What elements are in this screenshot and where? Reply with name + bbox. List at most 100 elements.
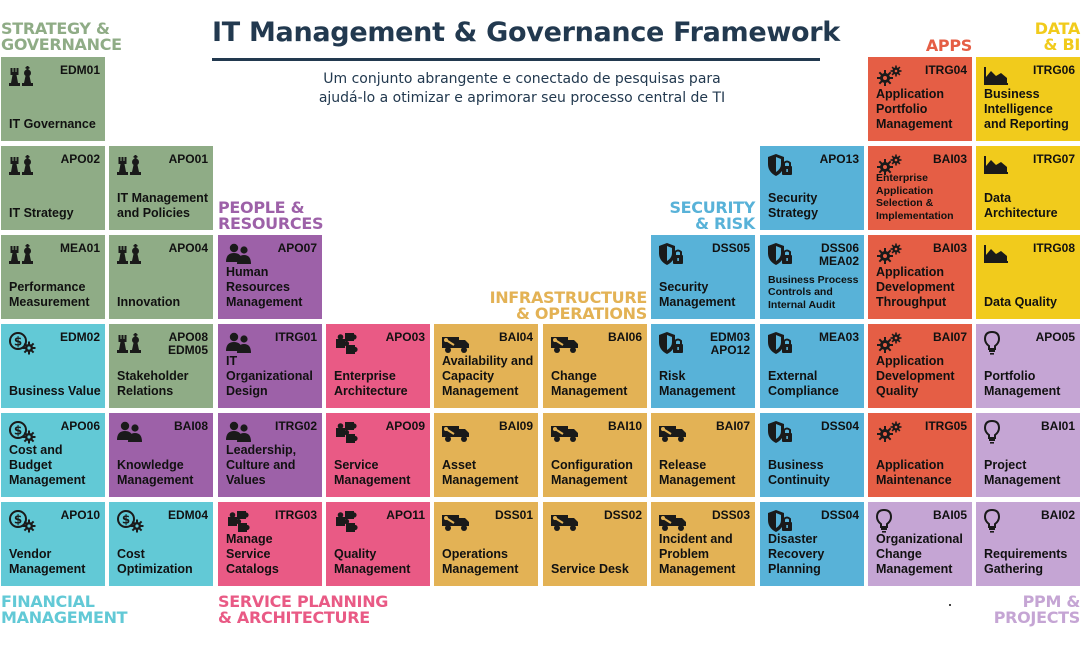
tile-apo03[interactable]: APO03 Enterprise Architecture: [326, 324, 430, 408]
chess-pieces-icon: [116, 331, 142, 355]
tile-mea03[interactable]: MEA03 External Compliance: [760, 324, 864, 408]
tile-code: DSS06 MEA02: [818, 241, 859, 268]
tile-name: Quality Management: [334, 547, 411, 576]
tile-bai07[interactable]: BAI07 Release Management: [651, 413, 755, 497]
tile-code: APO11: [386, 508, 425, 522]
tile-dss06[interactable]: DSS06 MEA02 Business Process Controls and …: [760, 235, 864, 319]
tile-apo02[interactable]: APO02 IT Strategy: [1, 146, 105, 230]
tile-bai03b[interactable]: BAI03 Application Development Throughput: [868, 235, 972, 319]
tile-itrg02[interactable]: ITRG02 Leadership, Culture and Values: [218, 413, 322, 497]
page-title: IT Management & Governance Framework: [212, 17, 840, 61]
tile-name: Human Resources Management: [226, 265, 303, 309]
area-chart-icon: [983, 153, 1009, 177]
tile-apo13[interactable]: APO13 Security Strategy: [760, 146, 864, 230]
shield-lock-icon: [767, 420, 793, 444]
tile-code: APO13: [819, 152, 859, 166]
tile-apo09[interactable]: APO09 Service Management: [326, 413, 430, 497]
tile-apo08[interactable]: APO08 EDM05 Stakeholder Relations: [109, 324, 213, 408]
tile-mea01[interactable]: MEA01 Performance Measurement: [1, 235, 105, 319]
truck-wrench-icon: [441, 509, 469, 533]
tile-name: Availability and Capacity Management: [442, 354, 534, 398]
tile-name: Service Management: [334, 458, 411, 487]
tile-name: Configuration Management: [551, 458, 633, 487]
tile-name: Innovation: [117, 295, 181, 309]
puzzle-icon: [333, 509, 359, 533]
tile-apo07[interactable]: APO07 Human Resources Management: [218, 235, 322, 319]
tile-code: ITRG01: [274, 330, 317, 344]
chess-pieces-icon: [116, 242, 142, 266]
tile-dss01[interactable]: DSS01 Operations Management: [434, 502, 538, 586]
tile-dss04b[interactable]: DSS04 Disaster Recovery Planning: [760, 502, 864, 586]
tile-name: Vendor Management: [9, 547, 86, 576]
tile-itrg06[interactable]: ITRG06 Business Intelligence and Reportin…: [976, 57, 1080, 141]
tile-edm01[interactable]: EDM01 IT Governance: [1, 57, 105, 141]
tile-bai06[interactable]: BAI06 Change Management: [543, 324, 647, 408]
tile-bai03a[interactable]: BAI03 Enterprise Application Selection & …: [868, 146, 972, 230]
tile-name: IT Organizational Design: [226, 354, 313, 398]
tile-itrg01[interactable]: ITRG01 IT Organizational Design: [218, 324, 322, 408]
tile-apo10[interactable]: $ APO10 Vendor Management: [1, 502, 105, 586]
tile-code: DSS02: [603, 508, 642, 522]
tile-dss03[interactable]: DSS03 Incident and Problem Management: [651, 502, 755, 586]
area-chart-icon: [983, 64, 1009, 88]
tile-itrg04[interactable]: ITRG04 Application Portfolio Management: [868, 57, 972, 141]
tile-edm03[interactable]: EDM03 APO12 Risk Management: [651, 324, 755, 408]
tile-code: EDM02: [59, 330, 100, 344]
tile-bai08[interactable]: BAI08 Knowledge Management: [109, 413, 213, 497]
tile-bai09[interactable]: BAI09 Asset Management: [434, 413, 538, 497]
tile-code: DSS01: [494, 508, 533, 522]
tile-name: Manage Service Catalogs: [226, 532, 279, 576]
tile-name: Data Quality: [984, 295, 1057, 309]
tile-name: Enterprise Application Selection & Imple…: [876, 172, 954, 222]
category-strategy-governance: STRATEGY & GOVERNANCE: [1, 19, 122, 54]
tile-dss02[interactable]: DSS02 Service Desk: [543, 502, 647, 586]
tile-apo05[interactable]: APO05 Portfolio Management: [976, 324, 1080, 408]
dollar-gear-icon: $: [8, 420, 36, 444]
tile-dss05[interactable]: DSS05 Security Management: [651, 235, 755, 319]
shield-lock-icon: [767, 331, 793, 355]
tile-code: BAI06: [607, 330, 642, 344]
tile-code: BAI03: [932, 241, 967, 255]
tile-bai05[interactable]: BAI05 Organizational Change Management: [868, 502, 972, 586]
tile-edm04[interactable]: $ EDM04 Cost Optimization: [109, 502, 213, 586]
tile-code: ITRG06: [1032, 63, 1075, 77]
truck-wrench-icon: [658, 509, 686, 533]
tile-itrg03[interactable]: ITRG03 Manage Service Catalogs: [218, 502, 322, 586]
tile-itrg05[interactable]: ITRG05 Application Maintenance: [868, 413, 972, 497]
tile-name: Disaster Recovery Planning: [768, 532, 825, 576]
tile-apo01[interactable]: APO01 IT Management and Policies: [109, 146, 213, 230]
tile-code: APO03: [385, 330, 425, 344]
tile-apo04[interactable]: APO04 Innovation: [109, 235, 213, 319]
tile-apo11[interactable]: APO11 Quality Management: [326, 502, 430, 586]
gears-icon: [875, 242, 902, 266]
tile-itrg08[interactable]: ITRG08 Data Quality: [976, 235, 1080, 319]
tile-dss04a[interactable]: DSS04 Business Continuity: [760, 413, 864, 497]
tile-bai04[interactable]: BAI04 Availability and Capacity Managemen…: [434, 324, 538, 408]
tile-code: ITRG08: [1032, 241, 1075, 255]
tile-name: IT Governance: [9, 117, 96, 131]
category-service-planning-architecture: SERVICE PLANNING & ARCHITECTURE: [218, 592, 389, 627]
tile-bai07b[interactable]: BAI07 Application Development Quality: [868, 324, 972, 408]
tile-bai10[interactable]: BAI10 Configuration Management: [543, 413, 647, 497]
tile-bai02[interactable]: BAI02 Requirements Gathering: [976, 502, 1080, 586]
tile-edm02[interactable]: $ EDM02 Business Value: [1, 324, 105, 408]
shield-lock-icon: [767, 242, 793, 266]
tile-code: ITRG07: [1032, 152, 1075, 166]
stray-dot: [949, 604, 951, 606]
tile-code: APO07: [277, 241, 317, 255]
tile-code: DSS04: [820, 508, 859, 522]
tile-itrg07[interactable]: ITRG07 Data Architecture: [976, 146, 1080, 230]
dollar-gear-icon: $: [8, 331, 36, 355]
tile-name: Security Strategy: [768, 191, 819, 220]
tile-code: APO04: [168, 241, 208, 255]
area-chart-icon: [983, 242, 1009, 266]
tile-apo06[interactable]: $ APO06 Cost and Budget Management: [1, 413, 105, 497]
tile-code: DSS03: [711, 508, 750, 522]
tile-name: Operations Management: [442, 547, 519, 576]
tile-code: APO01: [168, 152, 208, 166]
shield-lock-icon: [767, 153, 793, 177]
tile-bai01[interactable]: BAI01 Project Management: [976, 413, 1080, 497]
lightbulb-icon: [983, 420, 1009, 444]
tile-name: Data Architecture: [984, 191, 1058, 220]
tile-name: Application Development Quality: [876, 354, 955, 398]
